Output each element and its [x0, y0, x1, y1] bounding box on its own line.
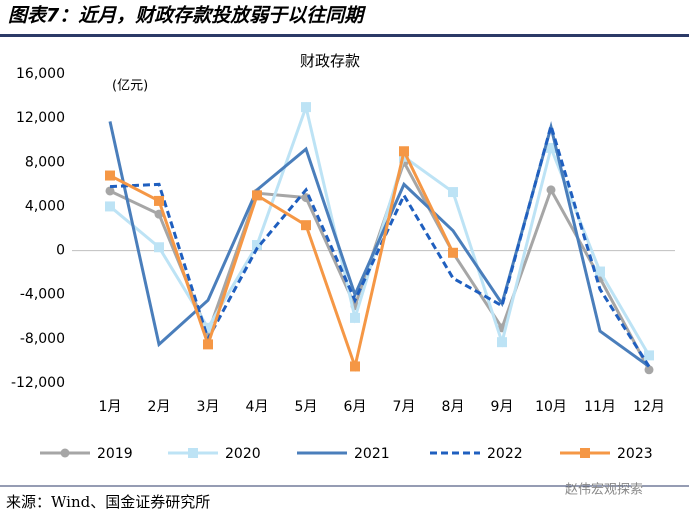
series-line: [109, 120, 651, 368]
page-title: 图表7：近月，财政存款投放弱于以往同期: [8, 5, 366, 27]
point: [350, 312, 360, 323]
point: [105, 170, 115, 181]
x-tick-label: 12月: [633, 399, 665, 415]
unit-label: (亿元): [112, 79, 148, 94]
point: [644, 350, 654, 361]
x-tick-label: 11月: [584, 399, 616, 415]
point: [154, 195, 164, 206]
x-tick-label: 1月: [99, 399, 122, 415]
point: [448, 247, 458, 258]
point: [105, 201, 115, 212]
point: [546, 142, 556, 153]
x-tick-label: 3月: [197, 399, 220, 415]
point: [350, 361, 360, 372]
legend-label: 2021: [354, 446, 390, 462]
y-tick-label: 4,000: [25, 198, 65, 214]
source: 来源：Wind、国金证券研究所: [6, 493, 210, 511]
x-tick-label: 7月: [393, 399, 416, 415]
legend-label: 2023: [617, 446, 653, 462]
point: [188, 448, 198, 458]
point: [154, 242, 164, 253]
point: [580, 448, 590, 458]
legend-label: 2020: [225, 446, 261, 462]
point: [105, 186, 115, 196]
y-tick-label: -4,000: [20, 287, 65, 303]
point: [448, 187, 458, 198]
x-tick-label: 5月: [295, 399, 318, 415]
point: [644, 365, 654, 375]
chart-title: 财政存款: [300, 52, 360, 70]
y-tick-label: -8,000: [20, 331, 65, 347]
point: [203, 322, 213, 333]
x-tick-label: 2月: [148, 399, 171, 415]
legend-label: 2019: [97, 446, 133, 462]
y-tick-label: 0: [56, 243, 65, 259]
point: [252, 190, 262, 201]
series-line: [109, 146, 455, 372]
x-tick-label: 4月: [246, 399, 269, 415]
x-tick-label: 8月: [442, 399, 465, 415]
point: [399, 146, 409, 157]
point: [60, 448, 70, 458]
y-tick-label: -12,000: [11, 375, 65, 391]
series-line: [108, 120, 650, 368]
y-tick-label: 12,000: [16, 110, 65, 126]
point: [301, 220, 311, 231]
point: [301, 102, 311, 113]
header-rule: [0, 34, 689, 37]
point: [595, 266, 605, 277]
legend-label: 2022: [487, 446, 523, 462]
point: [546, 185, 556, 195]
point: [497, 337, 507, 348]
point: [252, 240, 262, 251]
x-tick-label: 10月: [535, 399, 567, 415]
x-tick-label: 9月: [491, 399, 514, 415]
point: [203, 339, 213, 350]
watermark: 赵伟宏观探索: [565, 483, 643, 498]
x-tick-label: 6月: [344, 399, 367, 415]
y-tick-label: 8,000: [25, 154, 65, 170]
y-tick-label: 16,000: [16, 66, 65, 82]
